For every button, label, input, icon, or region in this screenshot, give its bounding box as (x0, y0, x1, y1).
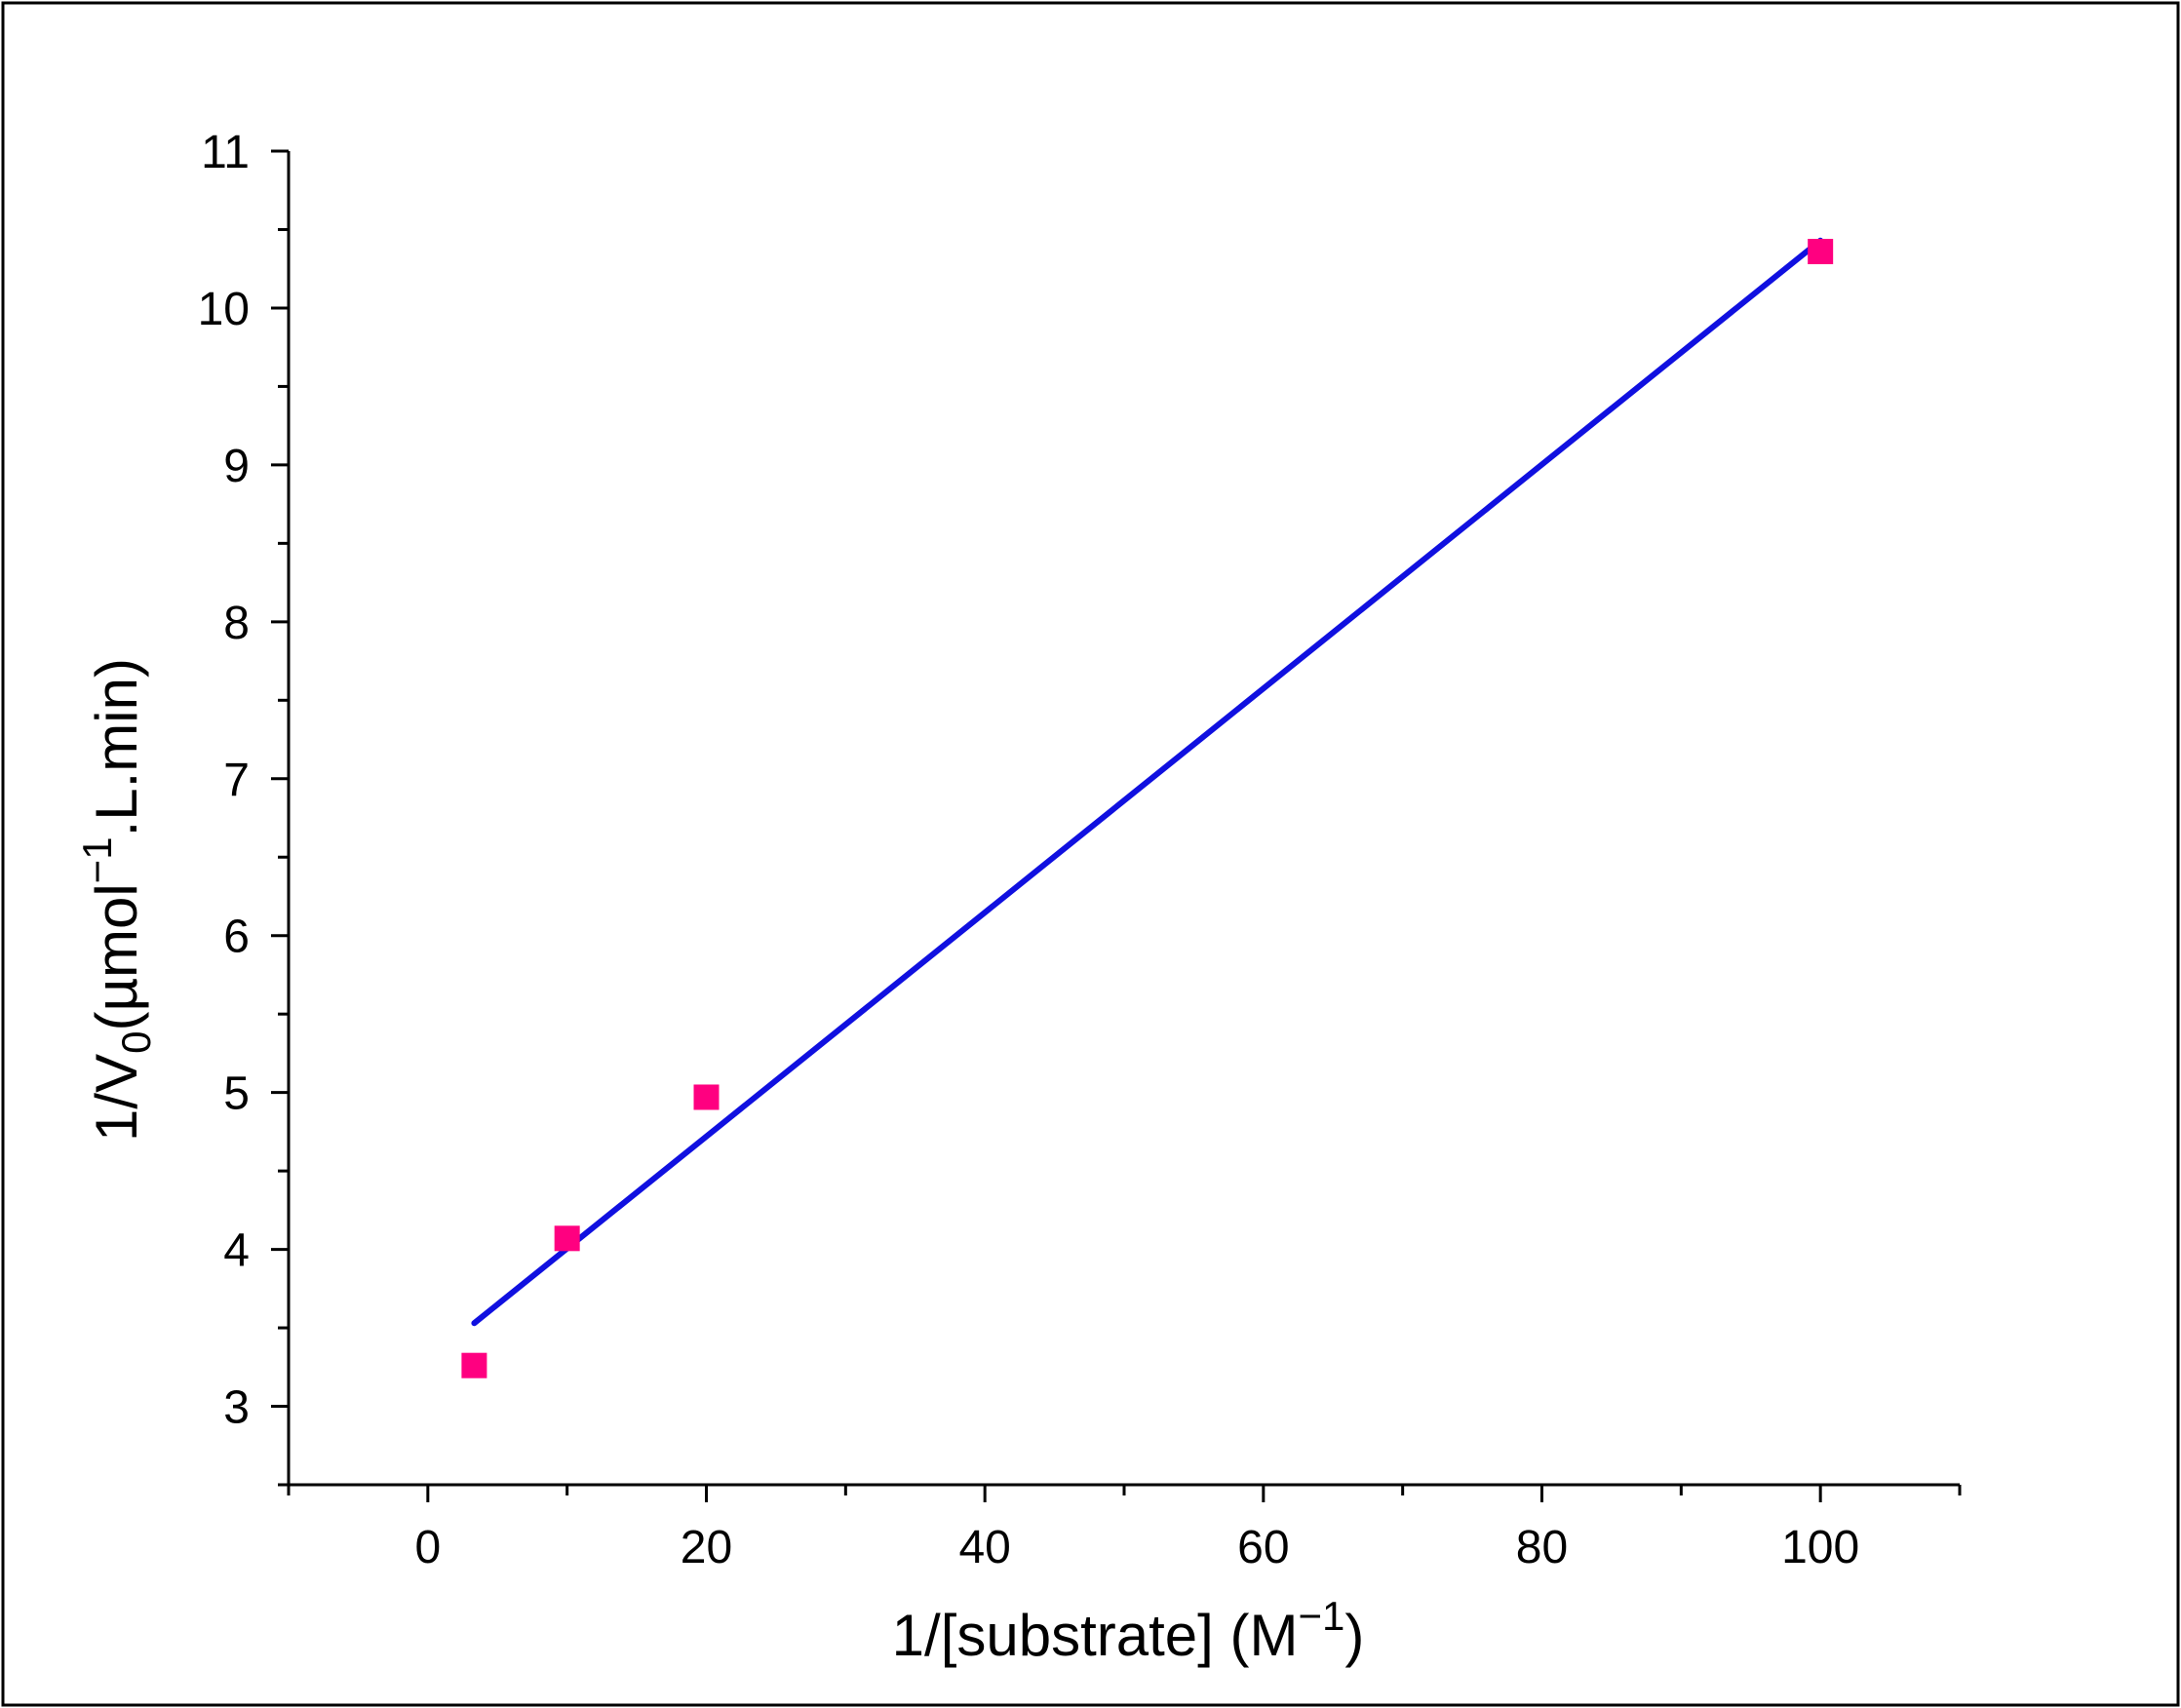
plot-area (461, 237, 1834, 1378)
x-tick-label: 80 (1516, 1522, 1568, 1573)
data-point (1808, 239, 1834, 265)
fit-line (471, 237, 1824, 1327)
y-tick-label: 5 (223, 1068, 250, 1120)
y-tick-label: 8 (223, 598, 250, 649)
y-tick-label: 4 (223, 1225, 250, 1277)
y-tick-label: 11 (201, 127, 250, 178)
y-tick-label: 7 (223, 755, 250, 806)
x-tick-label: 40 (958, 1522, 1010, 1573)
data-point (461, 1352, 487, 1378)
x-tick-label: 60 (1237, 1522, 1289, 1573)
data-point (693, 1084, 720, 1110)
x-tick-label: 100 (1781, 1522, 1859, 1573)
ticks: 0 20 40 60 80 100 3 4 5 6 7 8 9 10 11 (198, 127, 1962, 1573)
y-tick-label: 3 (223, 1382, 250, 1434)
y-tick-label: 10 (198, 284, 250, 335)
y-tick-label: 9 (223, 441, 250, 492)
x-axis-label: 1/[substrate] (M−1) (892, 1593, 1365, 1668)
data-point (554, 1225, 580, 1252)
y-axis-label: 1/V0(µmol−1.L.min) (74, 658, 159, 1142)
x-tick-label: 0 (414, 1522, 441, 1573)
x-tick-label: 20 (681, 1522, 732, 1573)
y-tick-label: 6 (223, 912, 250, 963)
